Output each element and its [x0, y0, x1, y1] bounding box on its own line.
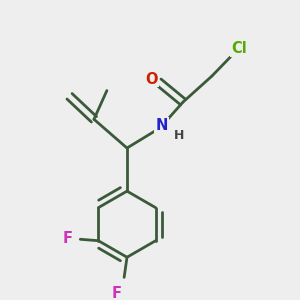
Text: H: H — [174, 129, 184, 142]
Text: N: N — [155, 118, 168, 133]
Text: Cl: Cl — [231, 41, 247, 56]
Text: F: F — [63, 231, 73, 246]
Text: O: O — [145, 71, 158, 86]
Text: F: F — [111, 286, 122, 300]
